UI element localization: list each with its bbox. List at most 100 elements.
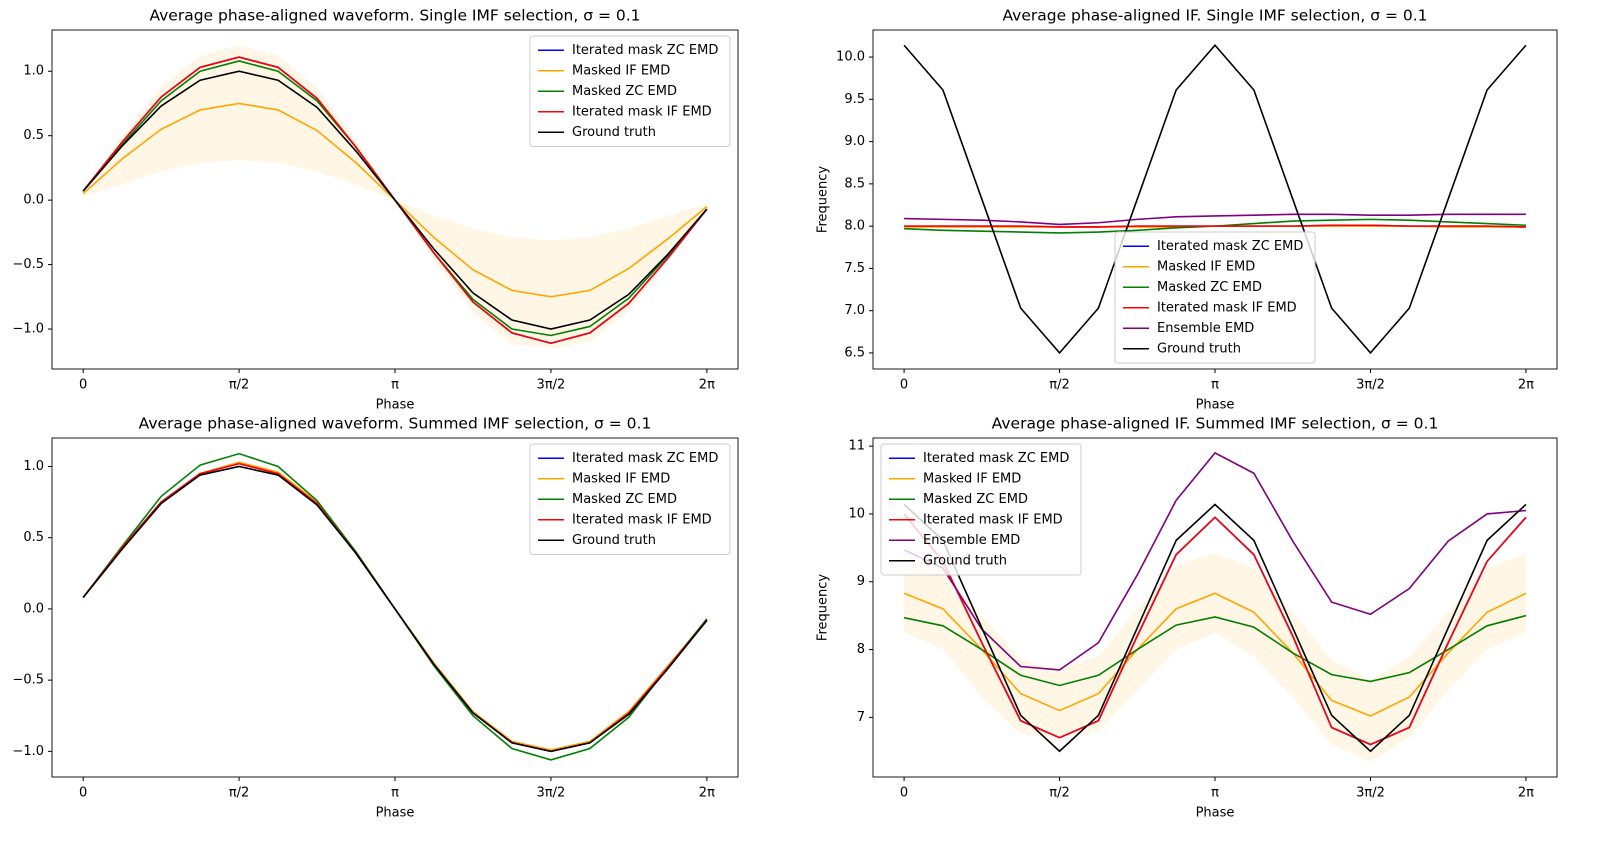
legend: Iterated mask ZC EMD Masked IF EMD Masked …: [880, 443, 1082, 576]
plot-area: [903, 43, 1527, 355]
x-tick-label: π/2: [1049, 378, 1069, 393]
y-tick-label: 0.0: [23, 193, 44, 208]
legend-label: Masked ZC EMD: [1157, 280, 1262, 295]
legend-label: Masked ZC EMD: [572, 492, 677, 507]
legend-label: Masked IF EMD: [572, 471, 670, 486]
subplot-title: Average phase-aligned waveform. Summed I…: [139, 415, 652, 433]
subplot: Average phase-aligned IF. Single IMF sel…: [816, 7, 1558, 413]
series-line: [903, 503, 1527, 753]
series-line: [82, 70, 708, 330]
y-tick-label: 8.0: [844, 219, 865, 234]
series-line: [82, 465, 708, 753]
x-tick-label: 0: [79, 378, 87, 393]
y-tick-label: −1.0: [12, 322, 44, 337]
legend-label: Ensemble EMD: [923, 533, 1020, 548]
series-line: [903, 614, 1527, 687]
legend-frame: [529, 35, 731, 147]
y-tick-label: 7.0: [844, 303, 865, 318]
legend-label: Iterated mask ZC EMD: [572, 43, 718, 58]
series-line: [904, 213, 1526, 226]
series-line: [904, 224, 1526, 228]
axes-frame: [872, 437, 1558, 778]
x-tick-label: 2π: [699, 786, 715, 801]
y-tick-label: 10: [848, 506, 865, 521]
y-tick-label: 9.5: [844, 92, 865, 107]
x-tick-label: π: [391, 378, 399, 393]
axes-frame: [51, 437, 739, 778]
legend-label: Masked IF EMD: [1157, 259, 1255, 274]
legend-frame: [1114, 231, 1316, 364]
legend: Iterated mask ZC EMD Masked IF EMD Masked …: [1114, 231, 1316, 364]
x-axis-label: Phase: [1196, 398, 1235, 413]
y-tick-label: 10.0: [836, 50, 865, 65]
y-tick-label: 8: [857, 642, 865, 657]
legend-label: Iterated mask IF EMD: [572, 104, 712, 119]
y-tick-label: 8.5: [844, 176, 865, 191]
x-axis-label: Phase: [376, 398, 415, 413]
legend-label: Masked IF EMD: [923, 471, 1021, 486]
legend-label: Masked ZC EMD: [923, 492, 1028, 507]
x-tick-label: 2π: [699, 378, 715, 393]
legend-label: Iterated mask IF EMD: [1157, 300, 1297, 315]
subplot: Average phase-aligned IF. Summed IMF sel…: [816, 415, 1558, 821]
legend-label: Masked IF EMD: [572, 63, 670, 78]
series-line: [903, 592, 1527, 717]
series-line: [903, 513, 1527, 746]
y-tick-label: 11: [848, 439, 865, 454]
plot-area: [82, 45, 708, 349]
y-tick-label: 1.0: [23, 64, 44, 79]
legend: Iterated mask ZC EMD Masked IF EMD Masked …: [529, 35, 731, 147]
x-tick-label: 0: [79, 786, 87, 801]
y-tick-label: −0.5: [12, 673, 44, 688]
x-tick-label: 3π/2: [1356, 378, 1385, 393]
std-band: [904, 551, 1526, 762]
x-tick-label: π/2: [229, 378, 249, 393]
legend-label: Iterated mask IF EMD: [572, 512, 712, 527]
legend-frame: [880, 443, 1082, 576]
axes-frame: [872, 29, 1558, 370]
y-tick-label: 7.5: [844, 261, 865, 276]
x-tick-label: π/2: [229, 786, 249, 801]
x-tick-label: π/2: [1049, 786, 1069, 801]
legend-frame: [529, 443, 731, 555]
legend-label: Iterated mask IF EMD: [923, 512, 1063, 527]
x-tick-label: 2π: [1518, 378, 1534, 393]
x-axis-label: Phase: [376, 806, 415, 821]
y-tick-label: 0.0: [23, 601, 44, 616]
y-tick-label: −0.5: [12, 257, 44, 272]
legend-label: Masked ZC EMD: [572, 84, 677, 99]
legend-label: Ground truth: [1157, 341, 1241, 356]
y-tick-label: 7: [857, 710, 865, 725]
subplot-title: Average phase-aligned IF. Single IMF sel…: [1002, 7, 1427, 25]
y-tick-label: 9: [857, 574, 865, 589]
x-tick-label: 2π: [1518, 786, 1534, 801]
series-line: [903, 451, 1527, 671]
legend: Iterated mask ZC EMD Masked IF EMD Masked …: [529, 443, 731, 555]
y-tick-label: 6.5: [844, 345, 865, 360]
y-tick-label: −1.0: [12, 744, 44, 759]
x-tick-label: π: [391, 786, 399, 801]
y-tick-label: 1.0: [23, 459, 44, 474]
x-tick-label: 3π/2: [1356, 786, 1385, 801]
legend-label: Ground truth: [572, 533, 656, 548]
legend-label: Iterated mask ZC EMD: [1157, 239, 1303, 254]
subplot: Average phase-aligned waveform. Single I…: [12, 7, 739, 413]
subplot-title: Average phase-aligned waveform. Single I…: [149, 7, 640, 25]
std-band: [83, 45, 707, 349]
x-tick-label: 0: [900, 378, 908, 393]
x-tick-label: 3π/2: [537, 378, 566, 393]
y-axis-label: Frequency: [816, 166, 831, 233]
subplot-title: Average phase-aligned IF. Summed IMF sel…: [992, 415, 1439, 433]
plot-area: [82, 452, 708, 761]
x-tick-label: π: [1211, 378, 1219, 393]
axes-frame: [51, 29, 739, 370]
y-tick-label: 0.5: [23, 128, 44, 143]
y-axis-label: Frequency: [816, 574, 831, 641]
legend-label: Iterated mask ZC EMD: [572, 451, 718, 466]
x-tick-label: π: [1211, 786, 1219, 801]
x-tick-label: 3π/2: [537, 786, 566, 801]
y-tick-label: 0.5: [23, 530, 44, 545]
plot-area: [903, 451, 1527, 762]
y-tick-label: 9.0: [844, 134, 865, 149]
